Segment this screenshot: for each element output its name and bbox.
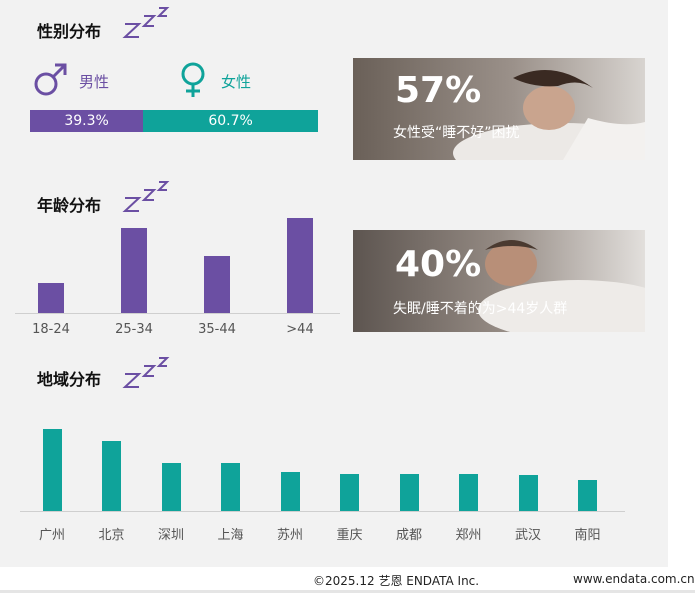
region-tick-label: 广州 (38, 528, 65, 543)
region-tick-label: 苏州 (276, 528, 303, 543)
callout-man-caption: 失眠/睡不着的为>44岁人群 (393, 301, 568, 317)
male-symbol-icon (34, 63, 67, 96)
age-section-title: 年龄分布 (37, 196, 102, 215)
age-bar (204, 255, 230, 313)
region-bar (518, 475, 538, 511)
region-bar (280, 472, 300, 511)
callout-man-percent: 40% (395, 244, 482, 285)
region-axis-line (20, 511, 625, 512)
region-bar (102, 440, 121, 511)
callout-photo-man: 40% 失眠/睡不着的为>44岁人群 (353, 230, 645, 332)
age-axis-line (15, 313, 340, 314)
region-bar (399, 474, 419, 511)
male-pct-label: 39.3% (64, 113, 109, 129)
callout-woman-percent: 57% (395, 70, 482, 111)
region-bar (578, 480, 597, 511)
callout-photo-woman: 57% 女性受“睡不好”困扰 (353, 58, 645, 160)
region-tick-label: 上海 (217, 528, 244, 543)
region-tick-label: 南阳 (574, 528, 601, 543)
sleep-z-icon (122, 7, 170, 38)
gender-ratio-bar: 39.3% 60.7% (30, 110, 318, 132)
age-bar (121, 228, 147, 313)
region-bar (459, 474, 478, 511)
sleep-z-icon (122, 181, 170, 212)
region-bar (161, 463, 181, 511)
footer-website-link[interactable]: www.endata.com.cn (573, 572, 695, 586)
gender-section-title: 性别分布 (37, 22, 102, 41)
age-tick-label: 18-24 (32, 322, 70, 337)
callout-woman-caption: 女性受“睡不好”困扰 (393, 125, 520, 141)
region-tick-label: 武汉 (514, 528, 541, 543)
age-bar (287, 218, 313, 313)
sleeping-woman-image (353, 58, 645, 160)
sleep-z-icon (122, 357, 170, 388)
region-tick-label: 郑州 (455, 528, 482, 543)
female-symbol-icon (181, 62, 205, 97)
female-label: 女性 (221, 73, 252, 91)
sleeping-man-image (353, 230, 645, 332)
age-tick-label: 35-44 (198, 322, 236, 337)
region-bar (42, 429, 62, 511)
age-tick-label: >44 (286, 322, 314, 337)
region-bar (340, 474, 359, 511)
age-tick-label: 25-34 (115, 322, 153, 337)
region-tick-label: 成都 (395, 528, 422, 543)
footer-copyright: ©2025.12 艺恩 ENDATA Inc. (313, 574, 480, 588)
region-section-title: 地域分布 (37, 370, 102, 389)
age-bar (38, 283, 64, 313)
region-tick-label: 重庆 (336, 528, 363, 543)
female-ratio-segment: 60.7% (143, 110, 318, 132)
region-tick-label: 深圳 (157, 528, 184, 543)
region-bar (221, 463, 240, 511)
bottom-divider (0, 590, 695, 593)
female-pct-label: 60.7% (208, 113, 253, 129)
male-ratio-segment: 39.3% (30, 110, 144, 132)
male-label: 男性 (79, 73, 110, 91)
region-tick-label: 北京 (98, 528, 125, 543)
